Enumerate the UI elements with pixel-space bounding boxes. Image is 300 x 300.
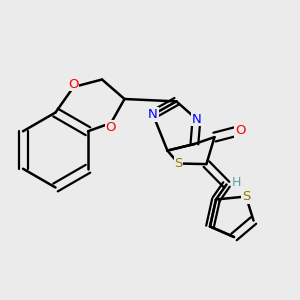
Text: S: S — [174, 157, 183, 170]
Text: N: N — [192, 112, 201, 126]
Text: O: O — [106, 121, 116, 134]
Text: O: O — [235, 124, 245, 137]
Text: O: O — [68, 77, 79, 91]
Text: H: H — [231, 176, 241, 190]
Text: N: N — [148, 108, 158, 121]
Text: S: S — [242, 190, 250, 203]
